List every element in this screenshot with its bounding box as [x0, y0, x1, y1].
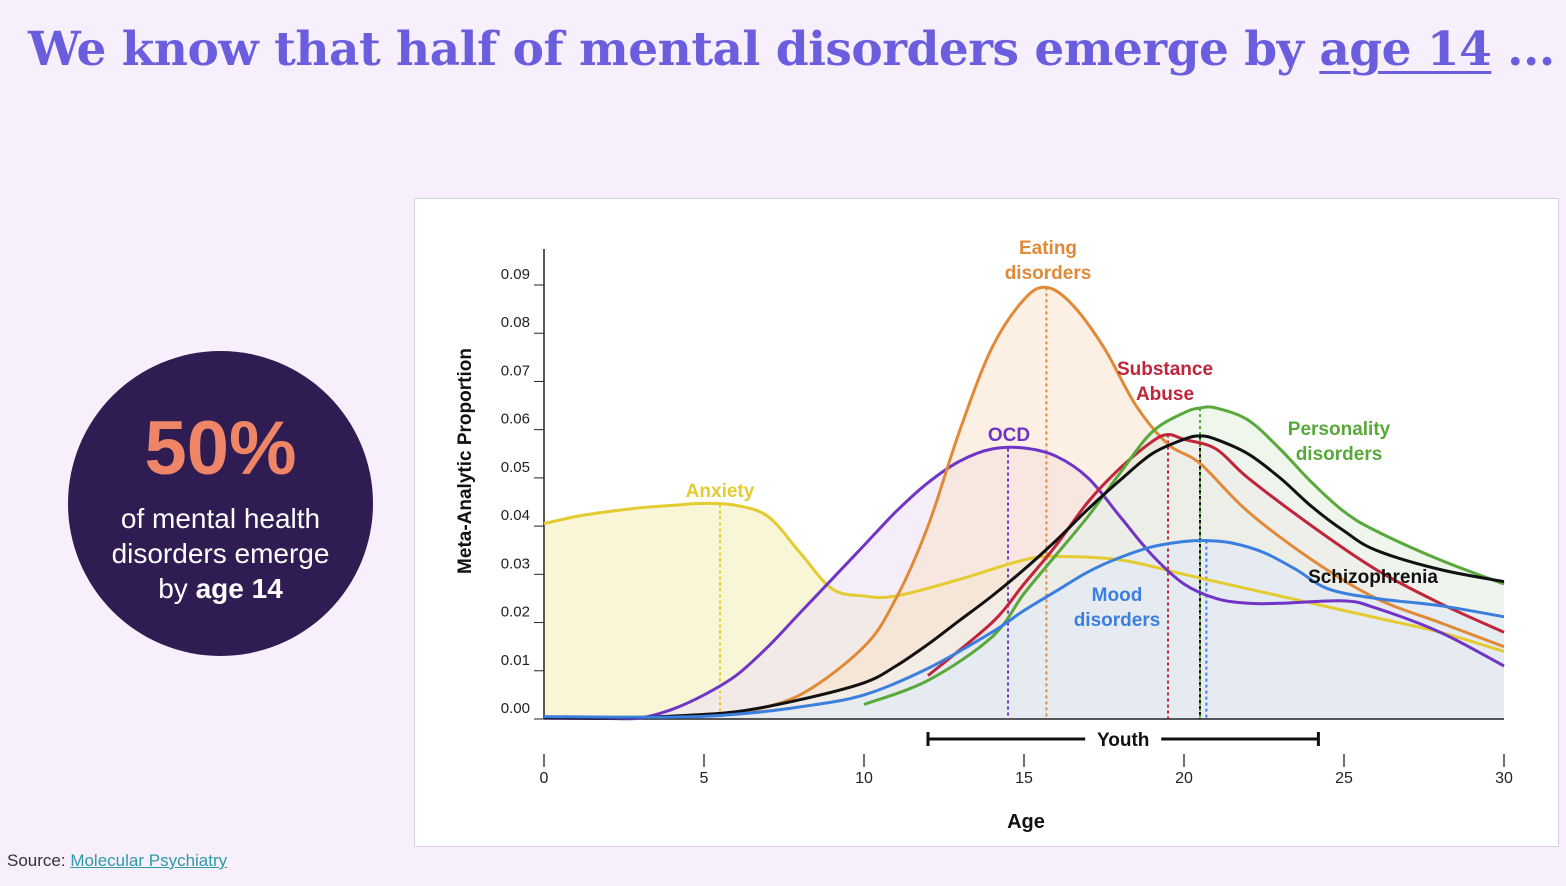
label-mood-disorders: Mood disorders	[1074, 585, 1161, 631]
line-substance-abuse	[927, 432, 1505, 677]
line-schizophrenia	[543, 434, 1505, 720]
label-eating-disorders: Eating disorders	[1005, 238, 1092, 284]
stat-caption-line2: disorders emerge	[111, 538, 330, 569]
fill-mood-disorders	[544, 540, 1504, 719]
x-tick-label: 25	[1335, 770, 1353, 787]
y-tick-label: 0.09	[501, 266, 530, 283]
label-anxiety: Anxiety	[686, 481, 755, 502]
youth-label: Youth	[1097, 730, 1149, 751]
label-personality-disorders: Personality disorders	[1288, 419, 1391, 465]
y-tick-label: 0.05	[501, 459, 530, 476]
label-substance-abuse: Substance Abuse	[1117, 359, 1213, 405]
source-link[interactable]: Molecular Psychiatry	[70, 851, 228, 870]
stat-caption-prefix: by	[158, 573, 196, 604]
series-fills	[544, 287, 1504, 719]
chart-frame: 0.00 0.01 0.02 0.03 0.04 0.05 0.06 0.07 0.08 0.09…	[414, 198, 1559, 847]
y-tick-label: 0.06	[501, 411, 530, 428]
title-ellipsis: ...	[1491, 22, 1555, 77]
stat-caption: of mental health disorders emerge by age…	[88, 501, 353, 606]
peak-markers	[719, 287, 1208, 719]
page-title: We know that half of mental disorders em…	[28, 22, 1555, 77]
onset-chart: 0.00 0.01 0.02 0.03 0.04 0.05 0.06 0.07 0.08 0.09…	[455, 238, 1513, 833]
y-tick-label: 0.07	[501, 362, 530, 379]
label-schizophrenia: Schizophrenia	[1308, 567, 1438, 588]
source-note: Source: Molecular Psychiatry	[7, 851, 227, 871]
line-personality-disorders	[863, 405, 1505, 706]
y-tick-label: 0.08	[501, 314, 530, 331]
x-tick-label: 0	[540, 770, 549, 787]
title-text: We know that half of mental disorders em…	[28, 22, 1320, 77]
chart-axes: 0.00 0.01 0.02 0.03 0.04 0.05 0.06 0.07 0.08 0.09…	[501, 249, 1513, 787]
line-mood-disorders	[543, 538, 1505, 719]
stat-caption-line1: of mental health	[120, 503, 321, 534]
y-tick-label: 0.00	[501, 700, 530, 717]
x-tick-label: 5	[700, 770, 709, 787]
source-label: Source:	[7, 851, 71, 870]
y-tick-label: 0.01	[501, 652, 530, 669]
x-axis-title: Age	[1007, 811, 1045, 833]
stat-caption-bold: age 14	[195, 573, 283, 604]
x-tick-label: 30	[1495, 770, 1513, 787]
y-tick-label: 0.02	[501, 604, 530, 621]
y-tick-label: 0.04	[501, 507, 530, 524]
x-tick-label: 15	[1015, 770, 1033, 787]
title-emphasis: age 14	[1319, 22, 1492, 77]
stat-value: 50%	[144, 406, 297, 491]
series-lines	[543, 285, 1505, 721]
stat-callout: 50% of mental health disorders emerge by…	[68, 351, 373, 656]
y-axis-title: Meta-Analytic Proportion	[455, 348, 476, 574]
x-tick-label: 20	[1175, 770, 1193, 787]
line-ocd	[543, 445, 1505, 721]
x-tick-label: 10	[855, 770, 873, 787]
y-tick-label: 0.03	[501, 555, 530, 572]
series-labels: Anxiety OCD Eating disorders Substance Abuse P…	[686, 238, 1439, 631]
line-eating-disorders	[735, 285, 1505, 716]
label-ocd: OCD	[988, 425, 1030, 446]
youth-bracket: Youth	[926, 730, 1320, 751]
